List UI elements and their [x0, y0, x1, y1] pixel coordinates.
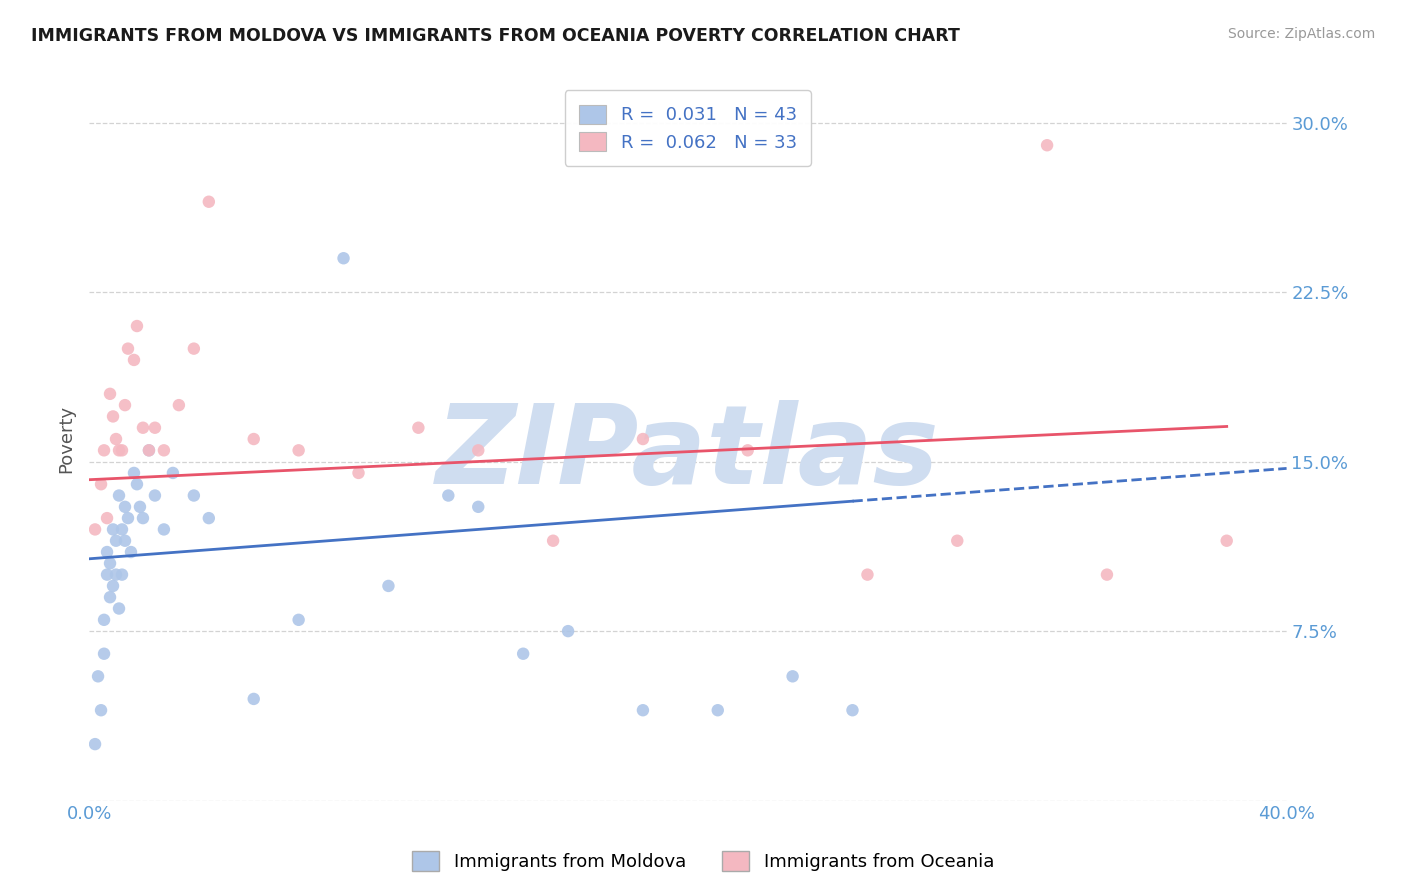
Point	[111, 567, 134, 582]
Point	[541, 533, 564, 548]
Point	[93, 443, 115, 458]
Point	[93, 647, 115, 661]
Point	[198, 194, 221, 209]
Point	[1215, 533, 1237, 548]
Point	[108, 601, 131, 615]
Legend: Immigrants from Moldova, Immigrants from Oceania: Immigrants from Moldova, Immigrants from…	[405, 844, 1001, 879]
Point	[841, 703, 863, 717]
Point	[557, 624, 579, 639]
Point	[287, 613, 309, 627]
Text: IMMIGRANTS FROM MOLDOVA VS IMMIGRANTS FROM OCEANIA POVERTY CORRELATION CHART: IMMIGRANTS FROM MOLDOVA VS IMMIGRANTS FR…	[31, 27, 960, 45]
Point	[87, 669, 110, 683]
Point	[111, 523, 134, 537]
Text: ZIPatlas: ZIPatlas	[436, 400, 939, 507]
Point	[96, 545, 118, 559]
Point	[98, 387, 121, 401]
Point	[84, 523, 107, 537]
Point	[108, 443, 131, 458]
Point	[122, 353, 145, 368]
Point	[162, 466, 184, 480]
Point	[347, 466, 370, 480]
Point	[143, 489, 166, 503]
Point	[856, 567, 879, 582]
Point	[287, 443, 309, 458]
Point	[153, 523, 176, 537]
Point	[467, 500, 489, 514]
Point	[737, 443, 759, 458]
Point	[138, 443, 160, 458]
Point	[105, 533, 128, 548]
Point	[90, 703, 112, 717]
Point	[242, 692, 264, 706]
Point	[105, 567, 128, 582]
Point	[183, 489, 205, 503]
Point	[117, 511, 139, 525]
Point	[96, 567, 118, 582]
Point	[138, 443, 160, 458]
Point	[114, 500, 136, 514]
Point	[437, 489, 460, 503]
Point	[153, 443, 176, 458]
Point	[98, 591, 121, 605]
Point	[122, 466, 145, 480]
Point	[105, 432, 128, 446]
Point	[332, 252, 354, 266]
Point	[377, 579, 399, 593]
Point	[1095, 567, 1118, 582]
Point	[90, 477, 112, 491]
Point	[125, 319, 148, 334]
Point	[467, 443, 489, 458]
Point	[98, 557, 121, 571]
Point	[108, 489, 131, 503]
Point	[117, 342, 139, 356]
Point	[132, 421, 155, 435]
Point	[183, 342, 205, 356]
Point	[132, 511, 155, 525]
Point	[93, 613, 115, 627]
Point	[129, 500, 152, 514]
Point	[242, 432, 264, 446]
Point	[96, 511, 118, 525]
Point	[408, 421, 430, 435]
Point	[101, 523, 124, 537]
Legend: R =  0.031   N = 43, R =  0.062   N = 33: R = 0.031 N = 43, R = 0.062 N = 33	[565, 90, 811, 166]
Point	[114, 398, 136, 412]
Point	[631, 703, 654, 717]
Point	[143, 421, 166, 435]
Point	[707, 703, 730, 717]
Y-axis label: Poverty: Poverty	[58, 405, 75, 473]
Point	[120, 545, 142, 559]
Point	[1036, 138, 1059, 153]
Point	[111, 443, 134, 458]
Point	[512, 647, 534, 661]
Point	[114, 533, 136, 548]
Point	[631, 432, 654, 446]
Point	[167, 398, 190, 412]
Point	[198, 511, 221, 525]
Point	[84, 737, 107, 751]
Point	[101, 409, 124, 424]
Text: Source: ZipAtlas.com: Source: ZipAtlas.com	[1227, 27, 1375, 41]
Point	[125, 477, 148, 491]
Point	[946, 533, 969, 548]
Point	[782, 669, 804, 683]
Point	[101, 579, 124, 593]
